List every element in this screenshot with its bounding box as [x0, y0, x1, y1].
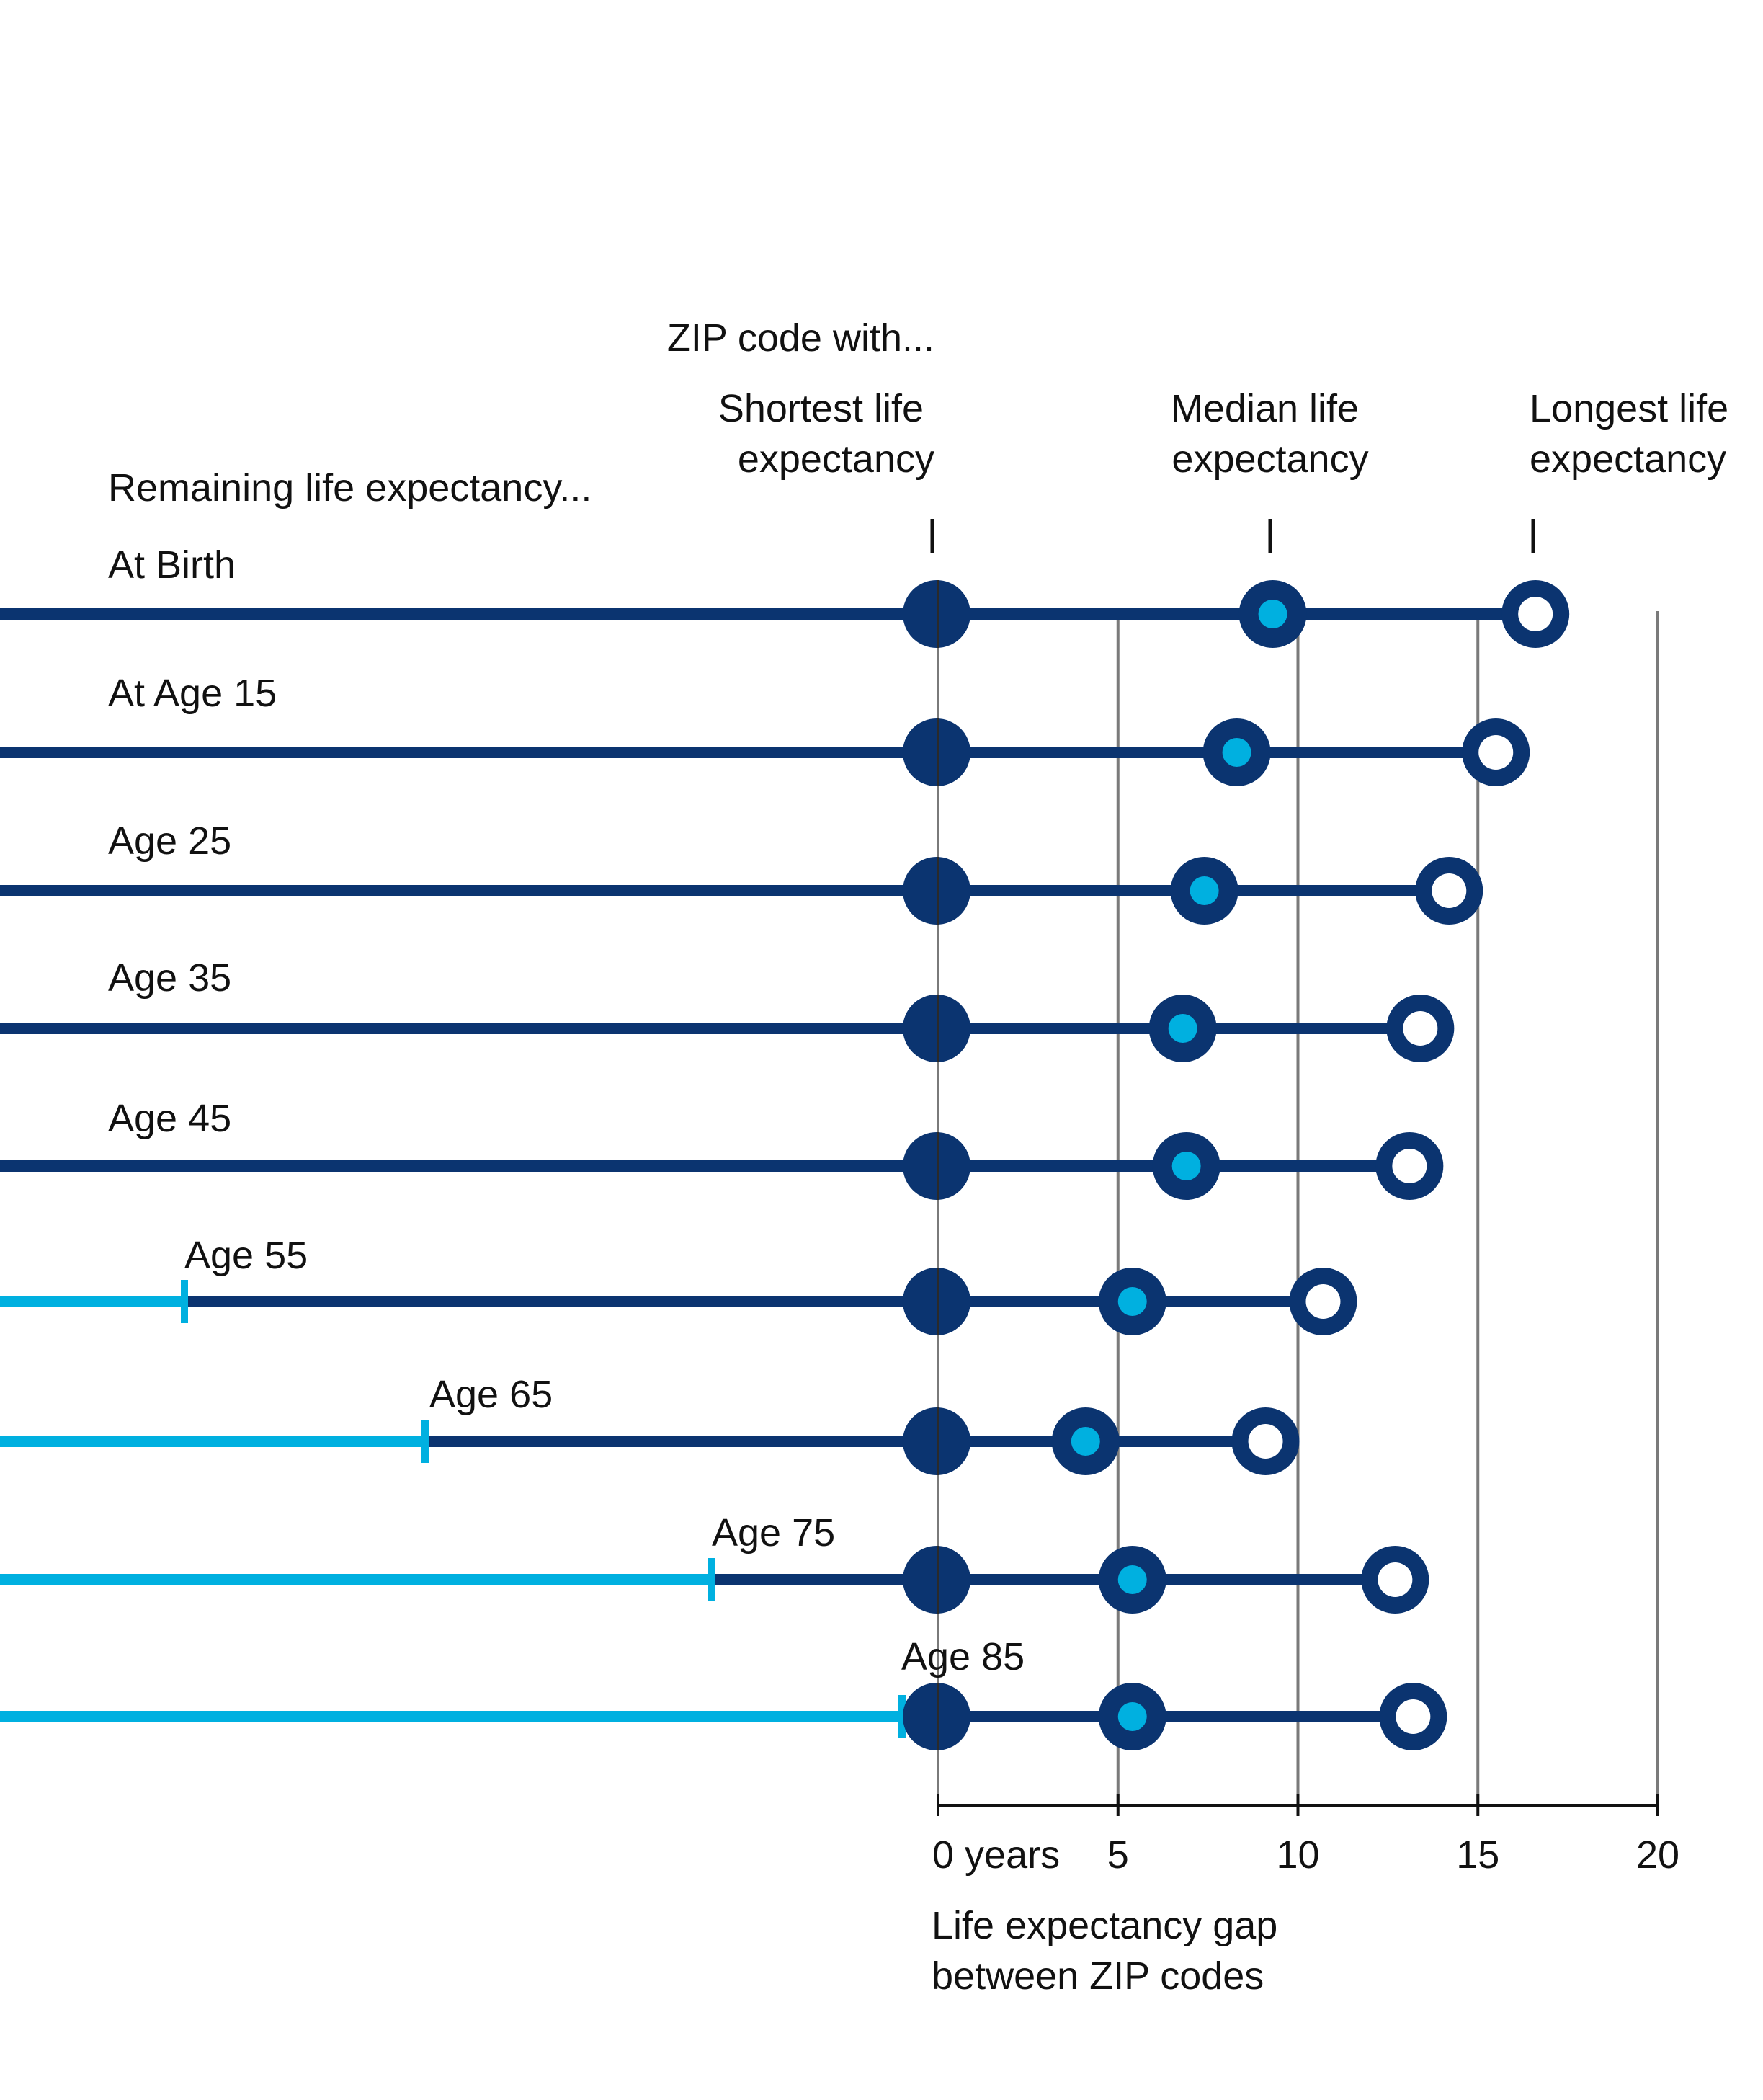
point-median-center — [1190, 876, 1219, 905]
series-label-shortest-line2: expectancy — [738, 437, 934, 481]
point-shortest — [903, 1132, 970, 1200]
point-longest-center — [1378, 1562, 1413, 1597]
row-3: Age 35 — [0, 956, 1455, 1062]
row-label: Age 55 — [184, 1234, 308, 1277]
x-tick-label-20: 20 — [1636, 1833, 1679, 1877]
point-median-center — [1258, 600, 1287, 628]
point-shortest — [903, 718, 970, 786]
row-label: At Age 15 — [108, 672, 277, 715]
x-tick-label-0: 0 years — [932, 1833, 1060, 1877]
row-6: Age 65 — [0, 1373, 1300, 1475]
point-shortest — [903, 1407, 970, 1475]
point-shortest — [903, 995, 970, 1062]
header-label: ZIP code with... — [667, 316, 934, 360]
x-tick-label-5: 5 — [1107, 1833, 1129, 1877]
row-8: Age 85 — [0, 1635, 1447, 1750]
x-axis-label-line1: Life expectancy gap — [932, 1904, 1277, 1947]
point-shortest — [903, 1683, 970, 1750]
row-7: Age 75 — [0, 1511, 1429, 1614]
series-label-shortest-line1: Shortest life — [718, 387, 924, 430]
x-axis-label-line2: between ZIP codes — [932, 1954, 1264, 1998]
row-label: At Birth — [108, 543, 236, 587]
point-longest-center — [1305, 1284, 1341, 1319]
row-label: Age 25 — [108, 819, 231, 863]
row-label: Age 85 — [901, 1635, 1025, 1678]
point-longest-center — [1518, 597, 1553, 631]
row-label: Age 45 — [108, 1097, 231, 1140]
row-1: At Age 15 — [0, 672, 1530, 786]
series-label-median-line2: expectancy — [1171, 437, 1368, 481]
row-0: At Birth — [0, 543, 1570, 648]
point-median-center — [1117, 1702, 1147, 1731]
series-label-median-line1: Median life — [1171, 387, 1359, 430]
point-median-center — [1168, 1014, 1197, 1043]
row-header: Remaining life expectancy... — [108, 466, 592, 510]
point-longest-center — [1478, 735, 1514, 770]
point-shortest — [903, 1546, 970, 1614]
point-longest-center — [1403, 1011, 1438, 1046]
point-longest-center — [1396, 1699, 1431, 1734]
row-4: Age 45 — [0, 1097, 1444, 1200]
point-shortest — [903, 580, 970, 648]
point-longest-center — [1392, 1149, 1427, 1183]
point-median-center — [1117, 1287, 1147, 1316]
x-axis-label: Life expectancy gap between ZIP codes — [932, 1904, 1288, 1998]
point-longest-center — [1248, 1424, 1283, 1459]
x-tick-label-10: 10 — [1276, 1833, 1319, 1877]
point-shortest — [903, 857, 970, 925]
series-label-longest: Longest life expectancy — [1530, 387, 1739, 481]
row-label: Age 75 — [712, 1511, 835, 1554]
series-label-shortest: Shortest life expectancy — [718, 387, 934, 481]
series-label-median: Median life expectancy — [1171, 387, 1370, 481]
point-median-center — [1171, 1152, 1201, 1180]
x-axis: 0 years 5 10 15 20 — [932, 1794, 1679, 1877]
gridlines — [937, 611, 1659, 1805]
point-median-center — [1222, 738, 1251, 767]
point-median-center — [1117, 1565, 1147, 1594]
row-2: Age 25 — [0, 819, 1483, 925]
row-label: Age 35 — [108, 956, 231, 1000]
point-shortest — [903, 1268, 970, 1335]
rows: At Birth At Age 15 Age 25 Age 35 Age 45 Age 5… — [0, 543, 1570, 1750]
x-tick-label-15: 15 — [1456, 1833, 1499, 1877]
point-median-center — [1071, 1427, 1100, 1456]
series-label-longest-line2: expectancy — [1530, 437, 1726, 481]
series-label-longest-line1: Longest life — [1530, 387, 1728, 430]
point-longest-center — [1432, 873, 1467, 908]
row-5: Age 55 — [0, 1234, 1357, 1335]
row-label: Age 65 — [429, 1373, 553, 1416]
